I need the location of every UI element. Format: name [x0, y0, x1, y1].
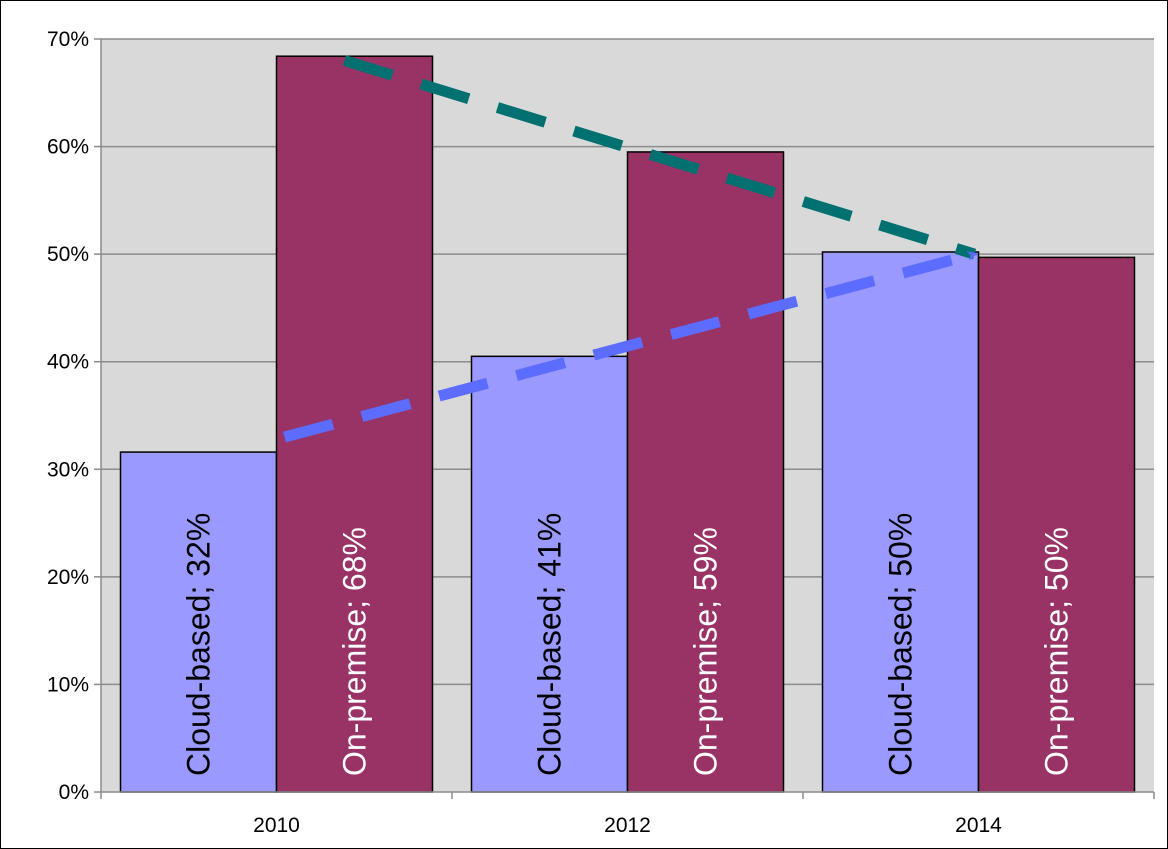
- cloud-trend-arrow: [283, 248, 978, 443]
- y-tick-label: 50%: [47, 243, 89, 266]
- data-label: Cloud-based; 41%: [532, 513, 568, 776]
- y-tick-label: 20%: [47, 566, 89, 589]
- bar-on-premise-2014: [977, 256, 1136, 793]
- x-tick-label: 2010: [253, 814, 300, 837]
- data-label: On-premise; 68%: [337, 527, 373, 776]
- bar-cloud-based-2010: [119, 451, 278, 793]
- data-label: Cloud-based; 32%: [181, 513, 217, 776]
- data-label: On-premise; 59%: [688, 527, 724, 776]
- y-tick-label: 60%: [47, 136, 89, 159]
- y-tick-label: 30%: [47, 458, 89, 481]
- bar-on-premise-2012: [626, 151, 785, 793]
- on-premise-trend-arrow: [342, 55, 978, 260]
- x-tick-label: 2014: [955, 814, 1002, 837]
- bar-cloud-based-2014: [821, 251, 980, 793]
- y-tick-label: 10%: [47, 673, 89, 696]
- y-tick-label: 40%: [47, 351, 89, 374]
- x-tick-label: 2012: [604, 814, 651, 837]
- y-tick-label: 70%: [47, 28, 89, 51]
- data-label: On-premise; 50%: [1039, 527, 1075, 776]
- bar-on-premise-2010: [275, 55, 434, 793]
- data-label: Cloud-based; 50%: [883, 513, 919, 776]
- y-tick-label: 0%: [59, 781, 89, 804]
